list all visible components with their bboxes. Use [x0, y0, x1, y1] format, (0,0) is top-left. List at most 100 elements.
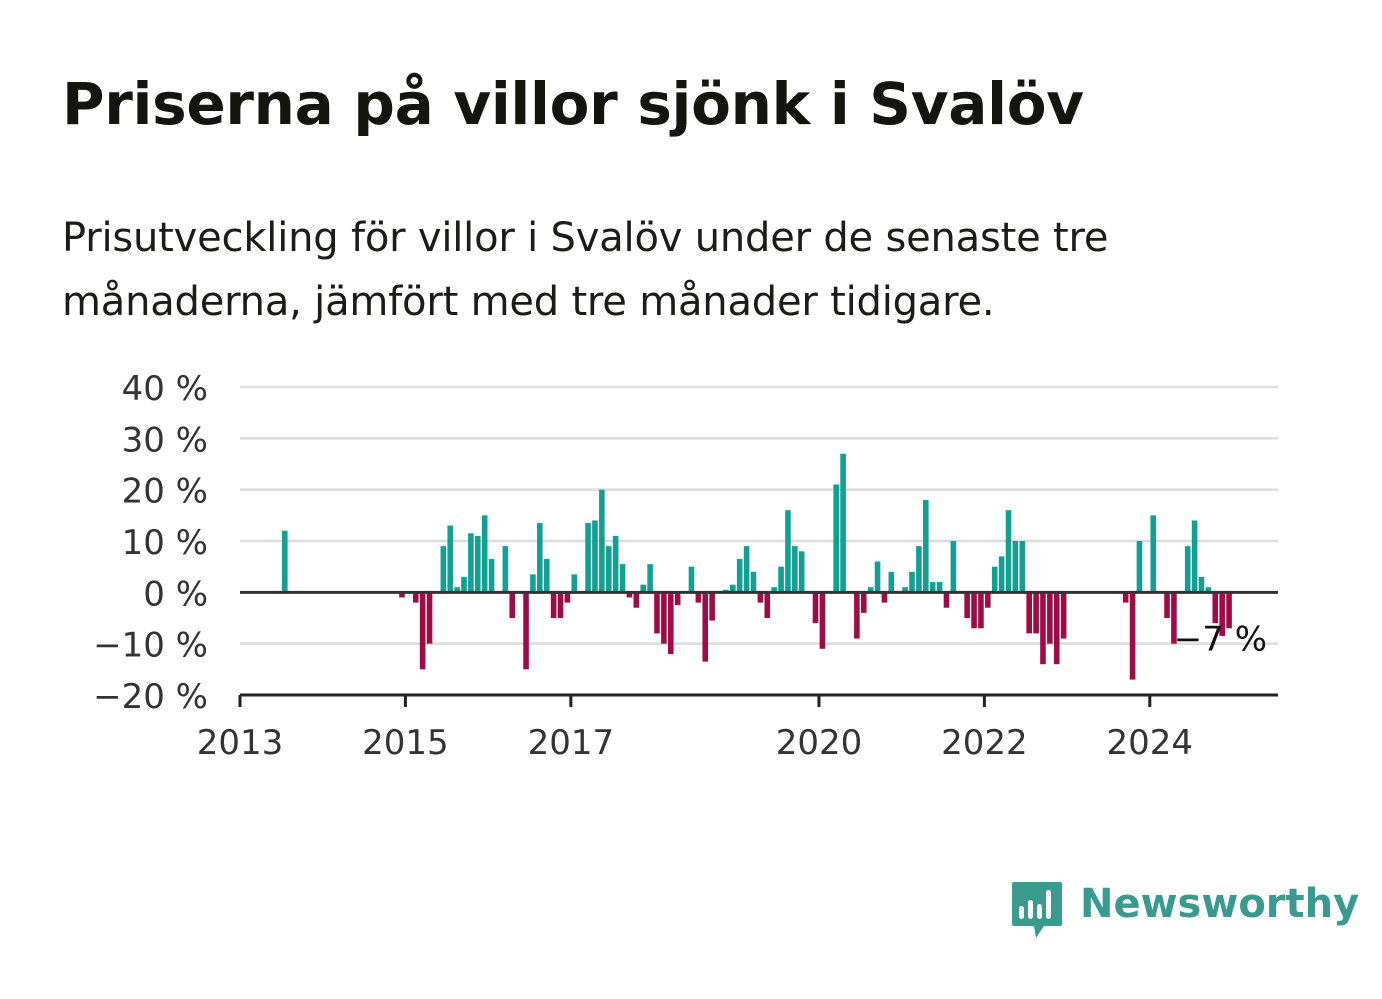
- bar: [812, 592, 819, 624]
- last-value-label: −7 %: [1174, 619, 1267, 659]
- bar: [798, 551, 805, 593]
- bar: [923, 499, 929, 593]
- bar: [1012, 541, 1019, 593]
- brand-name: Newsworthy: [1080, 881, 1360, 927]
- bar: [764, 592, 771, 618]
- bar: [881, 592, 888, 603]
- bar: [1171, 592, 1177, 644]
- bar: [454, 587, 460, 593]
- bar: [585, 523, 591, 593]
- bar: [461, 576, 467, 593]
- bar: [564, 592, 571, 603]
- bar: [854, 592, 860, 639]
- bar: [523, 592, 529, 670]
- bar-chart: 40 % 30 % 20 % 10 % 0 % −10 % −20 % 2013 2015 201…: [93, 369, 1278, 763]
- bar: [426, 592, 433, 644]
- bar: [785, 510, 791, 593]
- bar: [530, 574, 536, 593]
- bar: [509, 592, 516, 618]
- x-tick-label: 2017: [528, 723, 615, 763]
- bar: [1219, 592, 1225, 636]
- bar: [757, 592, 764, 603]
- bar: [412, 592, 419, 603]
- bar: [654, 592, 660, 634]
- bar: [419, 592, 426, 670]
- y-tick-label: 30 %: [122, 420, 208, 460]
- bar: [1226, 592, 1232, 629]
- x-tick-label: 2015: [362, 723, 449, 763]
- bar: [633, 592, 640, 608]
- bar: [688, 566, 695, 593]
- bar: [1122, 592, 1129, 603]
- bar: [833, 484, 839, 593]
- bar: [985, 592, 991, 608]
- y-tick-label: 20 %: [122, 472, 208, 512]
- gridlines: [240, 385, 1278, 645]
- bar: [902, 587, 908, 593]
- bar: [695, 592, 702, 603]
- bar: [971, 592, 977, 629]
- bar: [440, 546, 447, 593]
- bar: [502, 546, 509, 593]
- x-tick-label: 2020: [776, 723, 863, 763]
- chart-subtitle: Prisutveckling för villor i Svalöv under…: [62, 215, 1109, 325]
- bar: [1033, 592, 1039, 634]
- bar: [750, 571, 757, 593]
- bar: [599, 489, 605, 593]
- bar: [991, 566, 998, 593]
- chart-title: Priserna på villor sjönk i Svalöv: [62, 70, 1084, 138]
- bar: [1053, 592, 1060, 665]
- bar: [468, 533, 474, 593]
- bar: [1026, 592, 1032, 634]
- bar: [943, 592, 950, 608]
- bar: [916, 546, 922, 593]
- bar: [771, 587, 777, 593]
- bar: [1129, 592, 1136, 680]
- y-tick-label: −20 %: [93, 677, 208, 717]
- x-tick-label: 2013: [197, 723, 284, 763]
- bar: [1191, 520, 1198, 593]
- bar: [557, 592, 564, 618]
- y-tick-label: −10 %: [93, 626, 208, 666]
- bar: [647, 564, 653, 593]
- bar: [640, 584, 647, 593]
- y-tick-label: 0 %: [143, 574, 208, 614]
- bar: [709, 592, 715, 621]
- bar: [1136, 541, 1143, 593]
- bar: [605, 546, 612, 593]
- bar: [1019, 541, 1026, 593]
- bars: [282, 453, 1232, 680]
- newsworthy-logo: Newsworthy: [1010, 878, 1359, 942]
- bar: [282, 530, 288, 593]
- bar: [488, 558, 495, 593]
- bar: [592, 520, 598, 593]
- bar: [778, 566, 784, 593]
- bar: [1060, 592, 1067, 639]
- bar: [730, 584, 736, 593]
- labels: 40 % 30 % 20 % 10 % 0 % −10 % −20 % 2013 2015 201…: [93, 369, 1267, 763]
- bar: [447, 525, 454, 593]
- bar: [867, 587, 874, 593]
- bar: [792, 546, 798, 593]
- bar: [964, 592, 970, 618]
- bar: [840, 453, 846, 593]
- bar: [1164, 592, 1170, 618]
- bar: [819, 592, 826, 649]
- bar: [667, 592, 674, 654]
- bar: [474, 535, 481, 593]
- bar: [661, 592, 667, 644]
- bar: [1047, 592, 1053, 644]
- bar: [909, 571, 915, 593]
- bar: [481, 515, 488, 593]
- bar: [612, 535, 619, 593]
- bar: [978, 592, 984, 629]
- bar: [1040, 592, 1046, 665]
- bar: [571, 574, 578, 593]
- bar: [1184, 546, 1191, 593]
- bar: [626, 592, 633, 598]
- bar: [860, 592, 867, 613]
- bar: [702, 592, 709, 662]
- y-tick-label: 10 %: [122, 523, 208, 563]
- axes: [238, 590, 1278, 707]
- bar: [1205, 587, 1212, 593]
